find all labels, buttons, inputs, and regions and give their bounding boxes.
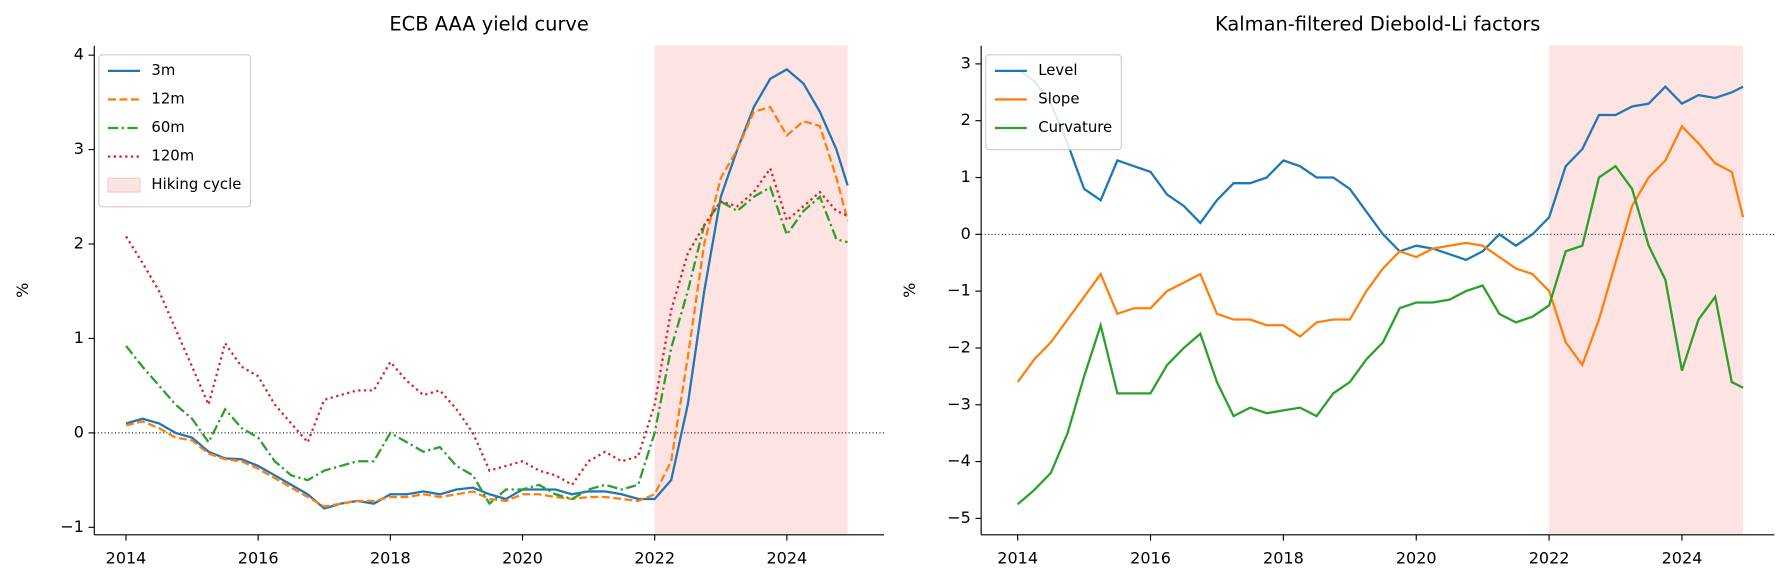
y-axis-label: % (900, 283, 919, 298)
legend-label: 3m (151, 61, 175, 79)
x-tick-label: 2016 (1130, 548, 1171, 567)
series-line (125, 185, 848, 506)
x-tick-label: 2020 (1396, 548, 1437, 567)
legend-swatch (107, 177, 141, 193)
legend: 3m 12m 60m 120m Hiking cycle (98, 54, 252, 208)
legend-frame (98, 54, 252, 208)
y-tick-label: −5 (947, 508, 971, 527)
series-line (1016, 124, 1745, 383)
legend-label: Level (1038, 61, 1077, 79)
y-tick-label: −3 (947, 394, 971, 413)
series-line (125, 67, 849, 510)
y-axis-label: % (13, 283, 32, 298)
legend: Level Slope Curvature (985, 54, 1122, 151)
y-tick-label: −1 (947, 281, 971, 300)
x-tick-label: 2022 (634, 548, 675, 567)
y-tick-label: 3 (74, 139, 84, 158)
series-line (1017, 68, 1744, 262)
x-tick-label: 2014 (106, 548, 147, 567)
y-tick-label: 0 (74, 422, 84, 441)
series-line (1016, 164, 1744, 506)
x-tick-label: 2022 (1529, 548, 1570, 567)
legend-label: 120m (151, 147, 194, 165)
y-tick-label: 0 (961, 224, 971, 243)
chart-title: Kalman-filtered Diebold-Li factors (1215, 13, 1540, 36)
y-tick-label: 4 (74, 45, 84, 64)
x-tick-label: 2016 (238, 548, 279, 567)
legend-label: 60m (151, 118, 184, 136)
chart-title: ECB AAA yield curve (389, 13, 588, 36)
y-tick-label: 2 (74, 234, 84, 253)
legend-label: Hiking cycle (151, 175, 241, 193)
y-tick-label: 1 (961, 167, 971, 186)
x-tick-label: 2024 (766, 548, 807, 567)
shaded-region (654, 45, 848, 535)
series-line (125, 165, 849, 487)
y-tick-label: −2 (947, 337, 971, 356)
y-tick-label: −1 (60, 517, 84, 536)
x-tick-label: 2014 (997, 548, 1038, 567)
y-tick-label: 2 (961, 110, 971, 129)
y-tick-label: −4 (947, 451, 971, 470)
shaded-region (1549, 45, 1744, 535)
legend-label: 12m (151, 89, 184, 107)
legend-frame (985, 54, 1122, 151)
series-line (125, 105, 849, 508)
x-tick-label: 2020 (502, 548, 543, 567)
x-tick-label: 2024 (1662, 548, 1703, 567)
x-tick-label: 2018 (370, 548, 411, 567)
x-tick-label: 2018 (1263, 548, 1304, 567)
y-tick-label: 3 (961, 53, 971, 72)
legend-label: Slope (1038, 89, 1079, 107)
legend-label: Curvature (1038, 118, 1112, 136)
y-tick-label: 1 (74, 328, 84, 347)
